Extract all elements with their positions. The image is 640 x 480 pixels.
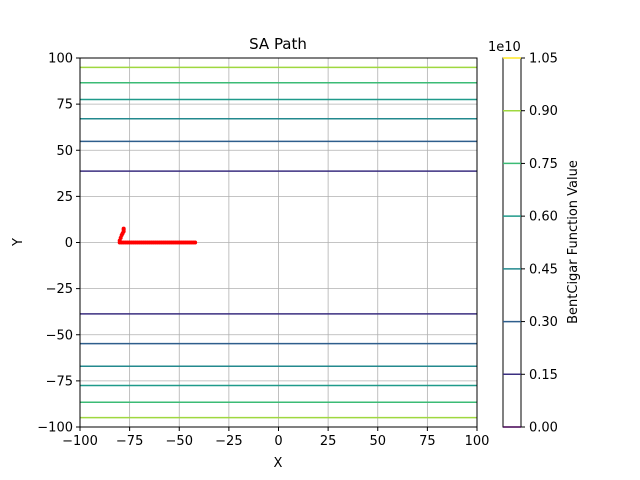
x-tick-label-6: 50 — [369, 434, 386, 449]
x-tick-label-1: −75 — [116, 434, 143, 449]
x-axis-label: X — [274, 456, 283, 471]
y-tick-label-7: 75 — [56, 98, 73, 113]
colorbar-tick-label-5: 0.75 — [529, 157, 558, 172]
colorbar-tick-label-2: 0.30 — [529, 315, 558, 330]
colorbar-frame — [502, 57, 522, 428]
y-tick-label-0: −100 — [37, 421, 73, 436]
colorbar-tick-label-3: 0.45 — [529, 262, 558, 277]
sa-path — [117, 226, 198, 245]
colorbar-tick-label-0: 0.00 — [529, 421, 558, 436]
contour-lines — [80, 66, 477, 419]
x-axis-ticks: −100 −75 −50 −25 0 25 50 75 100 — [62, 427, 489, 449]
y-tick-label-3: −25 — [46, 282, 73, 297]
colorbar-label: BentCigar Function Value — [566, 160, 581, 324]
y-axis-label: Y — [11, 238, 26, 247]
x-tick-label-0: −100 — [62, 434, 98, 449]
colorbar-tick-label-7: 1.05 — [529, 52, 558, 67]
y-tick-label-1: −75 — [46, 374, 73, 389]
colorbar-tick-label-4: 0.60 — [529, 210, 558, 225]
plot-area: −100 −75 −50 −25 0 25 50 75 100 −100 −75 −50 −25 0 25… — [37, 52, 489, 450]
y-tick-label-6: 50 — [56, 144, 73, 159]
x-tick-label-8: 100 — [465, 434, 490, 449]
x-tick-label-5: 25 — [320, 434, 337, 449]
colorbar-exponent: 1e10 — [488, 40, 521, 55]
x-tick-label-3: −25 — [215, 434, 242, 449]
sa-path-point-45 — [121, 226, 126, 231]
colorbar: 0.00 0.15 0.30 0.45 0.60 0.75 0.90 1.05 1e10 Be… — [488, 40, 581, 436]
y-tick-label-2: −50 — [46, 328, 73, 343]
x-tick-label-2: −50 — [166, 434, 193, 449]
x-tick-label-4: 0 — [274, 434, 282, 449]
chart-title: SA Path — [249, 35, 307, 53]
colorbar-tick-label-6: 0.90 — [529, 104, 558, 119]
y-axis-ticks: −100 −75 −50 −25 0 25 50 75 100 — [37, 52, 80, 436]
x-tick-label-7: 75 — [419, 434, 436, 449]
y-tick-label-5: 25 — [56, 190, 73, 205]
colorbar-tick-label-1: 0.15 — [529, 368, 558, 383]
y-tick-label-4: 0 — [65, 236, 73, 251]
y-tick-label-8: 100 — [48, 52, 73, 67]
colorbar-ticks: 0.00 0.15 0.30 0.45 0.60 0.75 0.90 1.05 — [503, 52, 558, 436]
